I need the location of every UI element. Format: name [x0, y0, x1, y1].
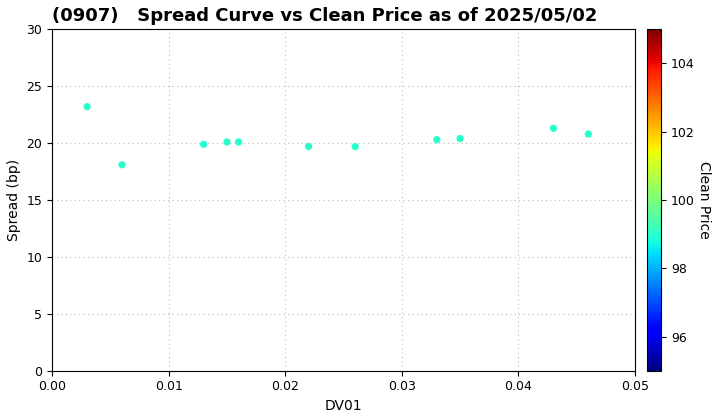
Point	[582, 131, 594, 137]
Point	[548, 125, 559, 132]
Point	[349, 143, 361, 150]
Point	[303, 143, 315, 150]
Y-axis label: Clean Price: Clean Price	[697, 161, 711, 239]
Point	[81, 103, 93, 110]
X-axis label: DV01: DV01	[325, 399, 362, 413]
Point	[198, 141, 210, 147]
Point	[233, 139, 244, 145]
Point	[221, 139, 233, 145]
Point	[454, 135, 466, 142]
Text: (0907)   Spread Curve vs Clean Price as of 2025/05/02: (0907) Spread Curve vs Clean Price as of…	[52, 7, 598, 25]
Point	[117, 161, 128, 168]
Point	[431, 136, 443, 143]
Y-axis label: Spread (bp): Spread (bp)	[7, 159, 21, 241]
